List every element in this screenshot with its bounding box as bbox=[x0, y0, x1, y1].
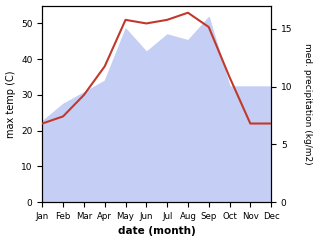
Y-axis label: max temp (C): max temp (C) bbox=[5, 70, 16, 138]
Y-axis label: med. precipitation (kg/m2): med. precipitation (kg/m2) bbox=[303, 43, 313, 165]
X-axis label: date (month): date (month) bbox=[118, 227, 196, 236]
